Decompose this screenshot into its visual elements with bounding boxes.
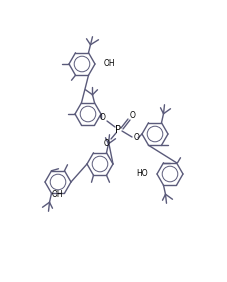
Text: O: O bbox=[129, 111, 135, 120]
Text: P: P bbox=[114, 125, 121, 135]
Text: O: O bbox=[133, 133, 139, 142]
Text: OH: OH bbox=[104, 60, 115, 69]
Text: O: O bbox=[104, 138, 109, 147]
Text: OH: OH bbox=[52, 190, 63, 199]
Text: O: O bbox=[100, 113, 106, 122]
Text: HO: HO bbox=[136, 169, 147, 179]
